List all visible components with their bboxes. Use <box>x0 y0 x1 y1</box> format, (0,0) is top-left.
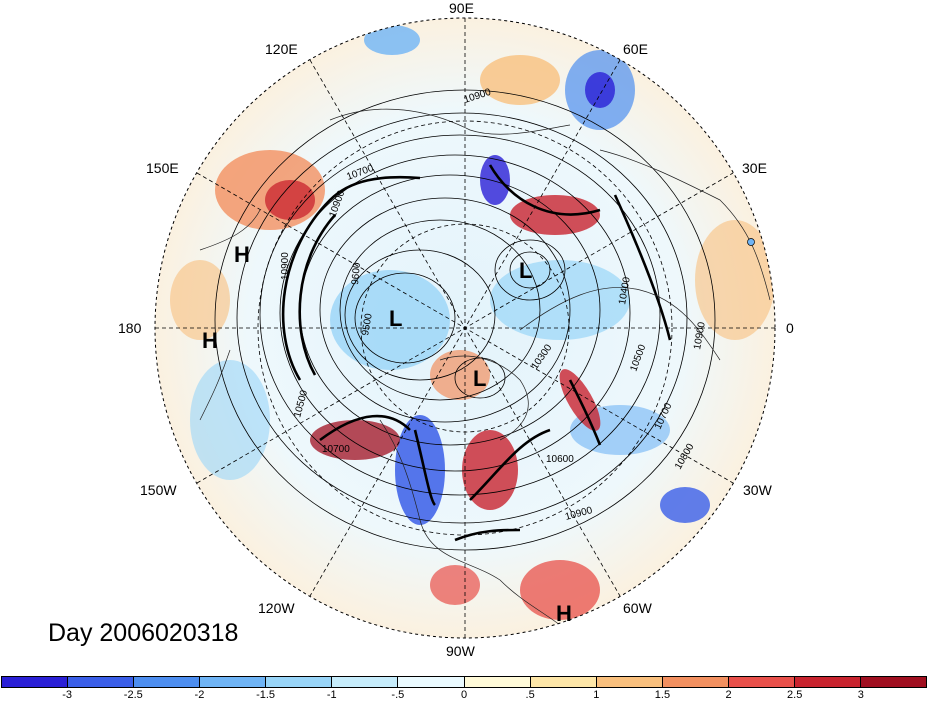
colorbar-tick-label: -3 <box>62 689 73 701</box>
low-pressure-marker: L <box>389 306 403 331</box>
lon-label-0: 0 <box>786 320 794 336</box>
lon-label-90w: 90W <box>446 643 475 659</box>
anomaly-blob <box>520 560 600 620</box>
contour-label: 10400 <box>617 276 633 306</box>
colorbar-swatch <box>596 677 663 687</box>
colorbar-tick-label: 0 <box>460 689 468 701</box>
lon-label-120w: 120W <box>258 600 295 616</box>
colorbar-swatch <box>200 677 267 687</box>
anomaly-blob <box>480 55 560 105</box>
anomaly-blob <box>660 487 710 523</box>
colorbar <box>1 676 927 688</box>
contour-label: 10700 <box>322 444 350 455</box>
anomaly-blob <box>430 350 490 400</box>
contour-label: 10900 <box>692 321 708 351</box>
graticule <box>155 18 775 638</box>
colorbar-tick-label: -1.5 <box>256 689 276 701</box>
low-pressure-marker: L <box>519 258 533 283</box>
colorbar-tick-label: 2 <box>725 689 732 701</box>
colorbar-swatch <box>332 677 399 687</box>
contour-label: 9600 <box>350 262 363 286</box>
lon-label-120e: 120E <box>265 41 298 57</box>
anomaly-blob <box>364 25 420 55</box>
low-pressure-marker: L <box>473 366 487 391</box>
lon-label-180: 180 <box>118 320 142 336</box>
lon-label-150e: 150E <box>146 160 179 176</box>
lon-label-60w: 60W <box>623 600 652 616</box>
anomaly-blob <box>190 360 270 480</box>
colorbar-swatch <box>134 677 201 687</box>
lon-label-90e: 90E <box>449 0 474 16</box>
colorbar-swatch <box>662 677 729 687</box>
high-pressure-marker: H <box>202 328 218 353</box>
colorbar-tick-label: 2.5 <box>787 689 803 701</box>
colorbar-tick-label: 1 <box>593 689 600 701</box>
height-contours <box>214 89 716 551</box>
colorbar-tick-label: -2 <box>194 689 205 701</box>
contour-label: 9500 <box>360 312 375 336</box>
high-pressure-marker: H <box>234 242 250 267</box>
lon-label-30w: 30W <box>743 482 772 498</box>
colorbar-tick-label: 3 <box>857 689 864 701</box>
anomaly-blob <box>490 260 630 340</box>
anomaly-blob <box>695 220 775 340</box>
lon-label-60e: 60E <box>623 41 648 57</box>
anomaly-field <box>155 18 775 638</box>
anomaly-blob <box>330 270 450 370</box>
anomaly-blob <box>480 155 510 205</box>
contour-label: 10600 <box>546 454 574 465</box>
colorbar-swatch <box>398 677 465 687</box>
map-boundary <box>154 17 776 639</box>
lon-label-30e: 30E <box>742 160 767 176</box>
anomaly-blob <box>430 565 480 605</box>
colorbar-swatch <box>68 677 135 687</box>
colorbar-tick-label: -.5 <box>391 689 405 701</box>
anomaly-blob <box>265 180 315 220</box>
colorbar-tick-label: .5 <box>525 689 535 701</box>
high-pressure-marker: H <box>556 601 572 626</box>
colorbar-swatch <box>861 677 927 687</box>
contour-label: 10900 <box>280 252 291 280</box>
colorbar-swatch <box>266 677 333 687</box>
anomaly-blob <box>585 72 615 108</box>
colorbar-tick-label: -2.5 <box>123 689 143 701</box>
coastlines <box>199 108 771 626</box>
colorbar-swatch <box>464 677 531 687</box>
colorbar-tick-label: 1.5 <box>654 689 671 701</box>
station-marker <box>747 238 755 246</box>
colorbar-swatch <box>530 677 597 687</box>
date-title: Day 2006020318 <box>48 619 239 647</box>
colorbar-swatch <box>794 677 862 687</box>
colorbar-tick-label: -1 <box>326 689 337 701</box>
colorbar-swatch <box>2 677 69 687</box>
lon-label-150w: 150W <box>140 482 177 498</box>
colorbar-swatch <box>728 677 795 687</box>
anomaly-blob <box>462 430 518 510</box>
